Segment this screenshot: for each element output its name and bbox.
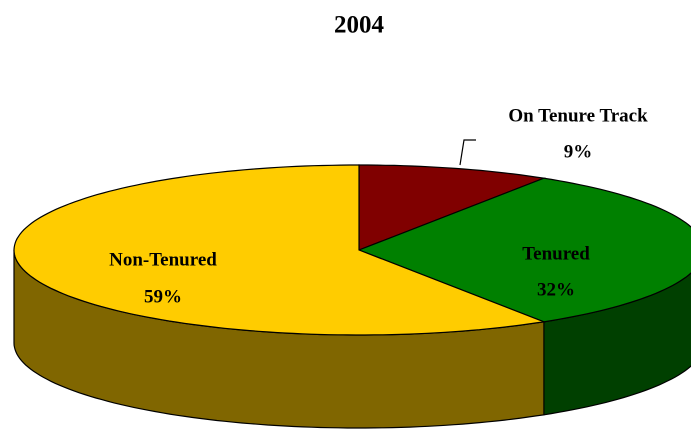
slice-label: Tenured [522, 243, 590, 264]
slice-value-label: 9% [564, 141, 593, 162]
slice-value-label: 59% [144, 286, 182, 307]
slice-label: On Tenure Track [508, 105, 648, 126]
chart-title: 2004 [334, 12, 385, 39]
slice-label: Non-Tenured [109, 249, 217, 270]
slice [13, 164, 547, 336]
leader-line [459, 139, 476, 166]
slice [358, 164, 547, 251]
slice [357, 177, 691, 323]
slice-value-label: 32% [537, 279, 575, 300]
